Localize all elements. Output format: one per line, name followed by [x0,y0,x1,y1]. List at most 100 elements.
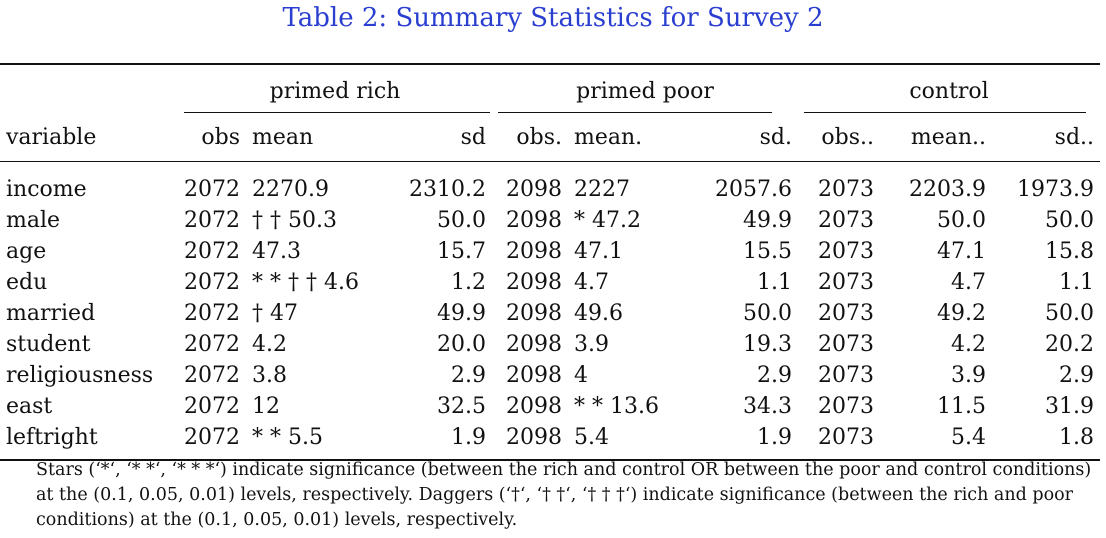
group-spacer [0,64,178,113]
row-label: age [6,239,47,264]
table-cell: 4.2 [951,332,987,357]
table-cell: 15.7 [437,239,486,264]
group-header-primed-rich: primed rich [178,64,492,113]
summary-table: primed rich primed poor control variable… [0,63,1101,461]
table-cell: 2098 [506,394,562,419]
table-cell: 2072 [184,177,240,202]
table-cell: 1.1 [1059,270,1095,295]
table-cell: 50.0 [937,208,987,233]
table-cell: 2098 [506,177,562,202]
table-cell: 1.9 [680,422,799,461]
table-cell: 2.9 [757,363,793,388]
table-cell: 50.0 [437,208,486,233]
table-cell: 2098 [506,208,562,233]
row-label: married [6,301,96,326]
table-cell: 2073 [818,363,875,388]
table-cell: 2073 [798,422,881,461]
table-cell: 20.0 [437,332,486,357]
table-cell: * * † † 4.6 [252,270,359,295]
table-cell: 2098 [506,301,562,326]
table-cell: 1.1 [757,270,793,295]
table-cell: 32.5 [437,394,486,419]
table-cell: 2072 [184,239,240,264]
table-cell: 1.9 [368,422,492,461]
table-cell: 2310.2 [409,177,486,202]
table-row: east 2072 12 32.5 2098 * * 13.6 34.3 2073 11.5 31… [0,391,1100,422]
table-row: age 2072 47.3 15.7 2098 47.1 15.5 2073 47.1 15.8 [0,236,1100,267]
table-cell: 15.8 [1045,239,1095,264]
row-label: religiousness [6,363,154,388]
column-header: mean [246,113,368,162]
summary-statistics-table: primed rich primed poor control variable… [0,63,1101,461]
table-row: religiousness 2072 3.8 2.9 2098 4 2.9 2073 3.9 2.… [0,360,1100,391]
table-cell: 2098 [492,422,568,461]
table-cell: 2073 [818,239,875,264]
table-cell: 5.4 [880,422,993,461]
row-label: student [6,332,91,357]
table-cell: 47.3 [252,239,301,264]
table-cell: 5.4 [568,422,680,461]
table-cell: 2073 [818,208,875,233]
table-cell: 1.8 [992,422,1101,461]
column-header: obs.. [798,113,881,162]
table-cell: 2203.9 [909,177,987,202]
row-label: edu [6,270,48,295]
table-cell: 2270.9 [252,177,329,202]
table-cell: 2073 [818,270,875,295]
table-cell: 2227 [574,177,630,202]
table-cell: 3.9 [951,363,987,388]
table-cell: 50.0 [1045,208,1095,233]
group-header-primed-poor: primed poor [492,64,798,113]
table-cell: 2.9 [451,363,486,388]
table-cell: * * 5.5 [246,422,368,461]
table-cell: 49.9 [437,301,486,326]
table-cell: † 47 [252,301,298,326]
table-cell: 4.7 [951,270,987,295]
column-header: variable [0,113,178,162]
table-row: student 2072 4.2 20.0 2098 3.9 19.3 2073 4.2 20.2 [0,329,1100,360]
table-cell: 2072 [178,422,246,461]
table-cell: 4.7 [574,270,609,295]
table-cell: 1.2 [451,270,486,295]
table-cell: 47.1 [574,239,623,264]
table-cell: 12 [252,394,280,419]
table-cell: * 47.2 [574,208,641,233]
table-row: male 2072 † † 50.3 50.0 2098 * 47.2 49.9 2073 50… [0,205,1100,236]
table-cell: 2072 [184,301,240,326]
table-cell: 1973.9 [1017,177,1095,202]
column-header-row: variable obs mean sd obs. mean. sd. obs.… [0,113,1101,162]
table-cell: 49.9 [743,208,793,233]
table-cell: 2072 [184,270,240,295]
column-header: mean.. [880,113,993,162]
table-cell: † † 50.3 [252,208,337,233]
table-cell: 31.9 [1045,394,1095,419]
table-cell: 2072 [184,208,240,233]
row-label: male [6,208,61,233]
table-cell: 2073 [818,301,875,326]
table-cell: 2073 [818,394,875,419]
column-header: sd.. [992,113,1101,162]
table-row: income 2072 2270.9 2310.2 2098 2227 2057.6 2073… [0,162,1100,206]
table-cell: 19.3 [743,332,793,357]
table-cell: 4 [574,363,588,388]
table-cell: 2057.6 [715,177,793,202]
table-row: edu 2072 * * † † 4.6 1.2 2098 4.7 1.1 2073 4.7 1.… [0,267,1100,298]
table-cell: 2072 [184,394,240,419]
table-cell: 49.6 [574,301,623,326]
table-cell: 49.2 [937,301,987,326]
column-header: obs. [492,113,568,162]
table-cell: 2072 [184,363,240,388]
table-cell: 3.9 [574,332,609,357]
table-cell: 50.0 [743,301,793,326]
row-label: income [6,177,87,202]
table-cell: * * 13.6 [574,394,659,419]
table-cell: 47.1 [937,239,987,264]
row-label: east [6,394,53,419]
table-cell: 2072 [184,332,240,357]
table-cell: 50.0 [1045,301,1095,326]
table-cell: 20.2 [1045,332,1095,357]
column-header: sd [368,113,492,162]
group-header-control: control [798,64,1100,113]
table-cell: 11.5 [937,394,987,419]
row-label: leftright [0,422,178,461]
